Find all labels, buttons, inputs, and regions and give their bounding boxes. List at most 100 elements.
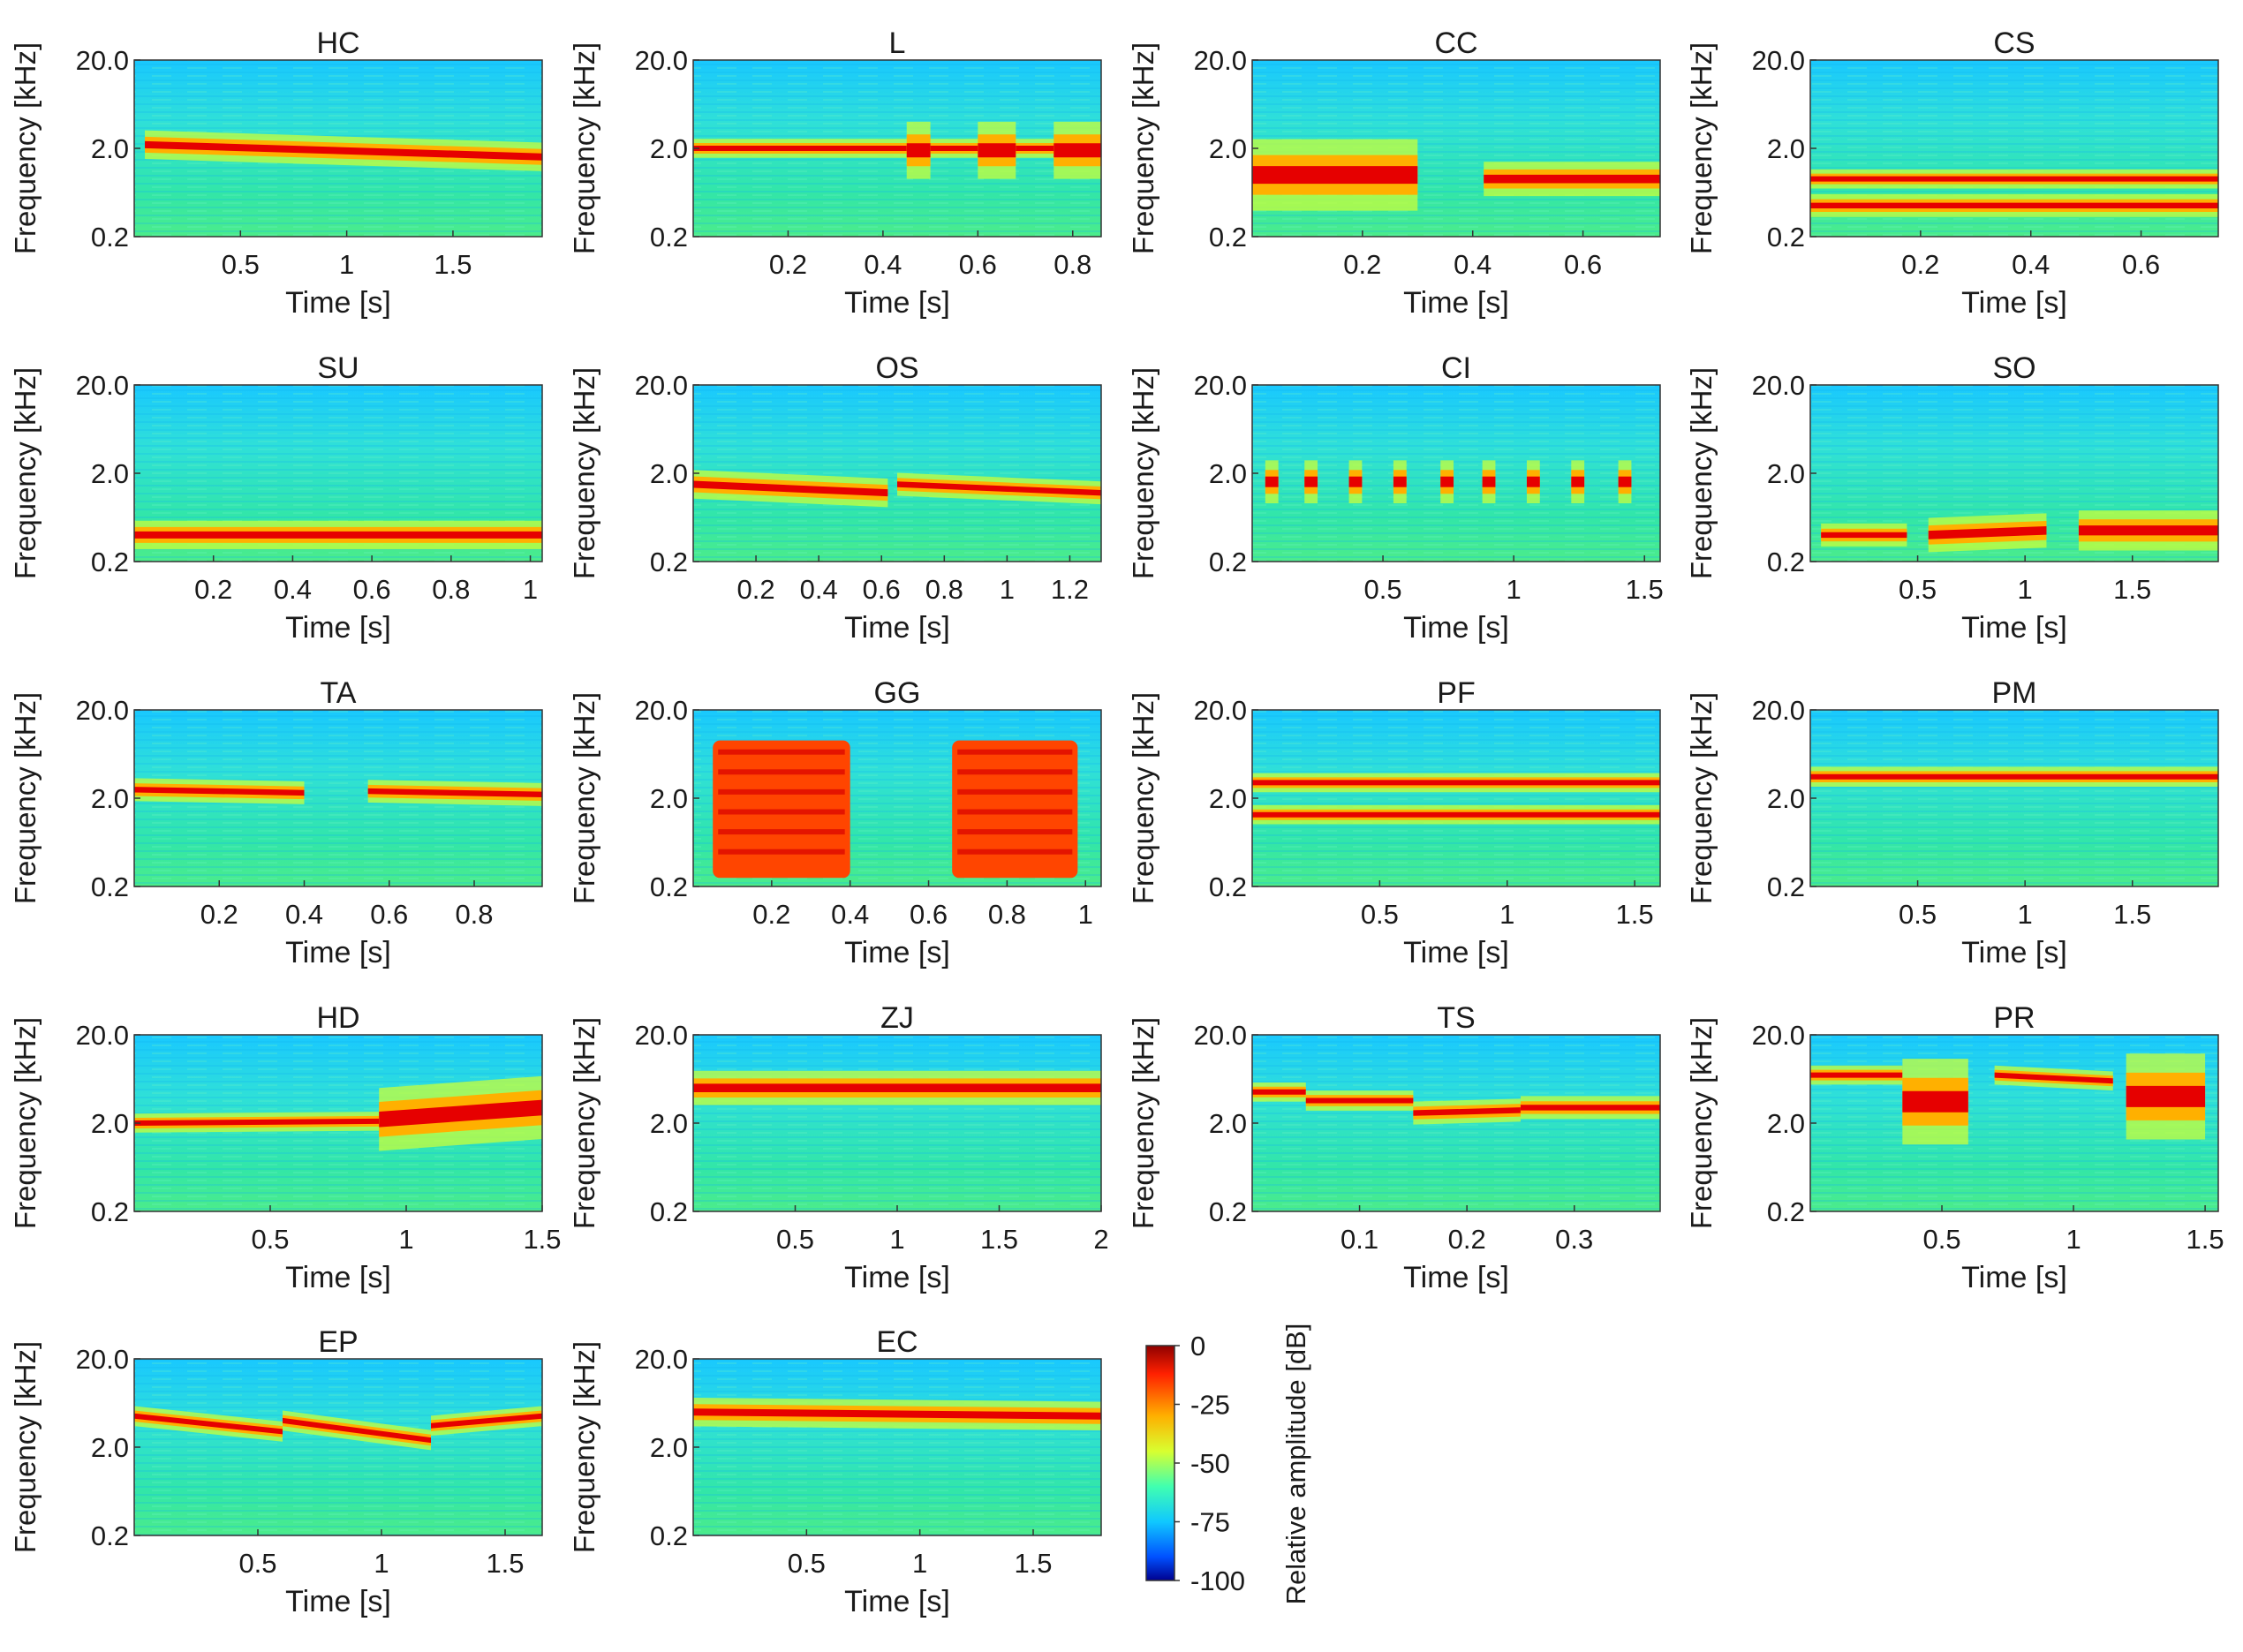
y-tick-label: 2.0 bbox=[91, 133, 129, 164]
x-tick-label: 0.6 bbox=[370, 899, 408, 930]
spectrogram-panel-ts: TS 20.0 2.0 0.2 0.1 0.2 0.3 Time [s] Frequency [… bbox=[1127, 1001, 1661, 1294]
call-band-core bbox=[2126, 1085, 2206, 1107]
panel-title: CI bbox=[1441, 351, 1471, 385]
x-axis-label: Time [s] bbox=[285, 1261, 391, 1294]
y-tick-label: 2.0 bbox=[1209, 1108, 1247, 1139]
x-tick-label: 1.5 bbox=[1616, 899, 1654, 930]
y-tick-label: 2.0 bbox=[91, 1108, 129, 1139]
call-band-core bbox=[134, 531, 542, 539]
y-axis-label: Frequency [kHz] bbox=[568, 42, 600, 254]
colorbar-tick-label: -100 bbox=[1190, 1565, 1245, 1596]
y-tick-label: 2.0 bbox=[1209, 458, 1247, 489]
y-tick-label: 0.2 bbox=[1209, 1196, 1247, 1227]
x-tick-label: 0.5 bbox=[1922, 1224, 1960, 1255]
call-band-core bbox=[1618, 476, 1632, 487]
call-band-core bbox=[1571, 476, 1585, 487]
y-axis-label: Frequency [kHz] bbox=[1685, 42, 1718, 254]
call-band-core bbox=[1304, 476, 1318, 487]
y-tick-label: 2.0 bbox=[1209, 133, 1247, 164]
y-tick-label: 0.2 bbox=[91, 871, 129, 902]
y-axis-label: Frequency [kHz] bbox=[9, 42, 42, 254]
panel-title: SO bbox=[1992, 351, 2035, 385]
call-band-core bbox=[1305, 1098, 1414, 1104]
y-tick-label: 20.0 bbox=[76, 45, 129, 76]
y-tick-label: 2.0 bbox=[91, 783, 129, 814]
call-band-core bbox=[1482, 476, 1496, 487]
y-tick-label: 0.2 bbox=[650, 1520, 688, 1551]
x-tick-label: 1.5 bbox=[434, 249, 472, 280]
spectrogram-panel-pr: PR 20.0 2.0 0.2 0.5 1 1.5 Time [s] Frequency [kH… bbox=[1685, 1001, 2224, 1294]
panel-title: OS bbox=[875, 351, 918, 385]
call-band-core bbox=[1994, 1072, 2113, 1084]
x-axis-label: Time [s] bbox=[1961, 611, 2067, 645]
x-tick-label: 0.8 bbox=[988, 899, 1026, 930]
panel-title: PF bbox=[1437, 676, 1475, 710]
call-band-core bbox=[693, 1083, 1101, 1093]
y-tick-label: 20.0 bbox=[76, 1020, 129, 1051]
x-tick-label: 1.5 bbox=[1626, 574, 1664, 605]
y-tick-label: 20.0 bbox=[1194, 695, 1247, 726]
x-tick-label: 0.1 bbox=[1341, 1224, 1378, 1255]
y-tick-label: 2.0 bbox=[1209, 783, 1247, 814]
x-tick-label: 0.8 bbox=[1054, 249, 1091, 280]
x-tick-label: 1.2 bbox=[1051, 574, 1089, 605]
call-band-core bbox=[1484, 174, 1660, 184]
call-band-core bbox=[1902, 1090, 1968, 1113]
x-axis-label: Time [s] bbox=[1961, 286, 2067, 320]
x-tick-label: 1.5 bbox=[2113, 574, 2151, 605]
x-axis-label: Time [s] bbox=[844, 936, 950, 969]
x-tick-label: 1 bbox=[912, 1548, 927, 1579]
y-axis-label: Frequency [kHz] bbox=[1685, 367, 1718, 579]
x-tick-label: 0.8 bbox=[432, 574, 470, 605]
x-tick-label: 0.6 bbox=[1564, 249, 1602, 280]
x-tick-label: 0.5 bbox=[788, 1548, 826, 1579]
spectrogram-noise bbox=[693, 1035, 1101, 1211]
call-band-core bbox=[134, 787, 305, 796]
panel-title: SU bbox=[317, 351, 359, 385]
y-tick-label: 2.0 bbox=[91, 1432, 129, 1463]
y-tick-label: 2.0 bbox=[650, 1108, 688, 1139]
x-tick-label: 1 bbox=[889, 1224, 904, 1255]
call-band-core bbox=[1348, 476, 1363, 487]
y-tick-label: 20.0 bbox=[1194, 45, 1247, 76]
y-tick-label: 2.0 bbox=[650, 458, 688, 489]
call-band-core bbox=[1252, 811, 1660, 818]
colorbar-tick-label: 0 bbox=[1190, 1331, 1205, 1362]
y-tick-label: 20.0 bbox=[1194, 1020, 1247, 1051]
x-tick-label: 0.2 bbox=[200, 899, 238, 930]
y-tick-label: 0.2 bbox=[1767, 222, 1805, 253]
x-axis-label: Time [s] bbox=[1403, 611, 1509, 645]
call-energy-stripe bbox=[718, 769, 845, 775]
panel-title: PR bbox=[1993, 1001, 2035, 1035]
spectrogram-noise bbox=[693, 1359, 1101, 1535]
x-tick-label: 1 bbox=[1507, 574, 1522, 605]
spectrogram-panel-hd: HD 20.0 2.0 0.2 0.5 1 1.5 Time [s] Frequency [kH… bbox=[9, 1001, 562, 1294]
x-tick-label: 1.5 bbox=[980, 1224, 1018, 1255]
spectrogram-panel-pf: PF 20.0 2.0 0.2 0.5 1 1.5 Time [s] Frequency [kH… bbox=[1127, 676, 1661, 969]
spectrogram-noise bbox=[134, 1359, 542, 1535]
x-tick-label: 0.5 bbox=[1899, 899, 1937, 930]
colorbar: 0 -25 -50 -75 -100 Relative amplitude [dB] bbox=[1145, 1324, 1311, 1604]
x-tick-label: 1 bbox=[2066, 1224, 2081, 1255]
x-tick-label: 0.3 bbox=[1555, 1224, 1593, 1255]
panel-title: TS bbox=[1437, 1001, 1475, 1035]
call-band-core bbox=[1821, 532, 1907, 539]
y-tick-label: 0.2 bbox=[1209, 222, 1247, 253]
call-band-core bbox=[1810, 202, 2218, 208]
x-tick-label: 1 bbox=[339, 249, 354, 280]
x-tick-label: 1 bbox=[2018, 574, 2033, 605]
call-band-core bbox=[379, 1099, 542, 1128]
y-axis-label: Frequency [kHz] bbox=[9, 1341, 42, 1553]
x-tick-label: 1 bbox=[523, 574, 538, 605]
spectrogram-noise bbox=[1252, 710, 1660, 886]
call-energy-stripe bbox=[957, 749, 1073, 755]
y-axis-label: Frequency [kHz] bbox=[1127, 42, 1159, 254]
x-tick-label: 0.4 bbox=[864, 249, 902, 280]
x-tick-label: 0.6 bbox=[910, 899, 948, 930]
y-tick-label: 2.0 bbox=[1767, 458, 1805, 489]
call-energy-stripe bbox=[718, 749, 845, 755]
x-axis-label: Time [s] bbox=[1961, 936, 2067, 969]
y-tick-label: 20.0 bbox=[635, 1020, 688, 1051]
spectrogram-panel-pm: PM 20.0 2.0 0.2 0.5 1 1.5 Time [s] Frequency [kH… bbox=[1685, 676, 2219, 969]
x-axis-label: Time [s] bbox=[844, 611, 950, 645]
